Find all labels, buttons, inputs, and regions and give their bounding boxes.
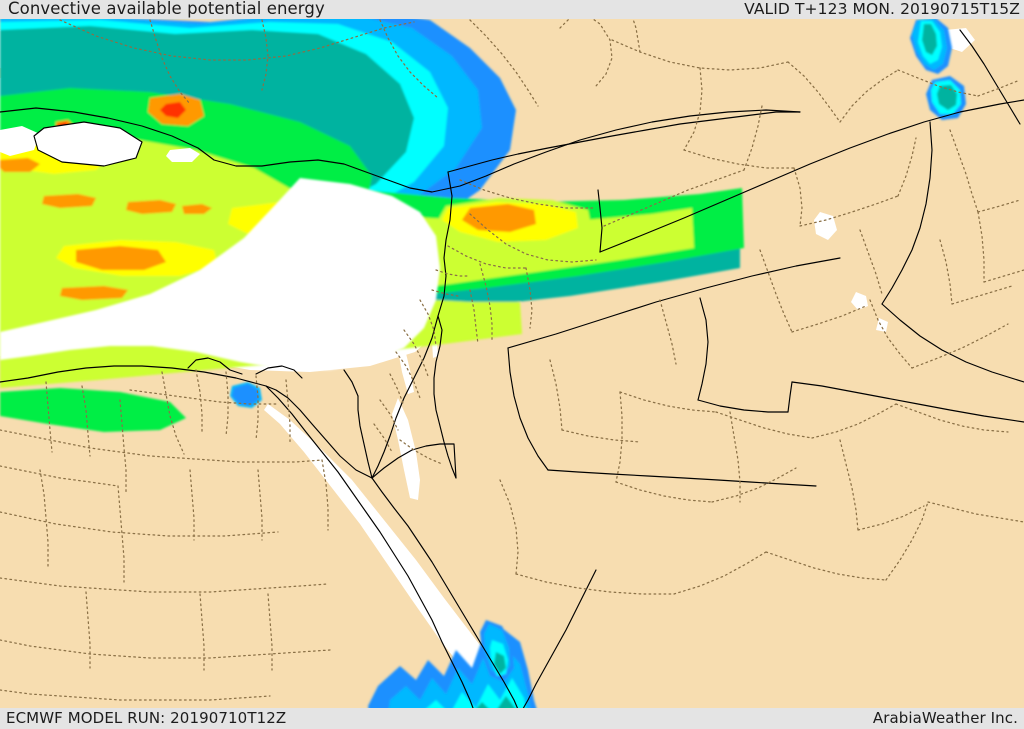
admin-boundaries bbox=[0, 9, 1024, 701]
valid-time-label: VALID T+123 MON. 20190715T15Z bbox=[744, 0, 1020, 18]
cape-cell-nile-delta bbox=[230, 382, 262, 408]
model-run-label: ECMWF MODEL RUN: 20190710T12Z bbox=[6, 709, 287, 727]
footer-bar bbox=[0, 708, 1024, 729]
coastlines bbox=[0, 29, 1024, 717]
sea-white-holes bbox=[0, 122, 200, 166]
cape-zero-zone bbox=[0, 178, 440, 370]
credit-label: ArabiaWeather Inc. bbox=[872, 709, 1018, 727]
header-bar bbox=[0, 0, 1024, 19]
page-title: Convective available potential energy bbox=[8, 0, 325, 18]
cape-cell-northeast bbox=[910, 18, 966, 120]
